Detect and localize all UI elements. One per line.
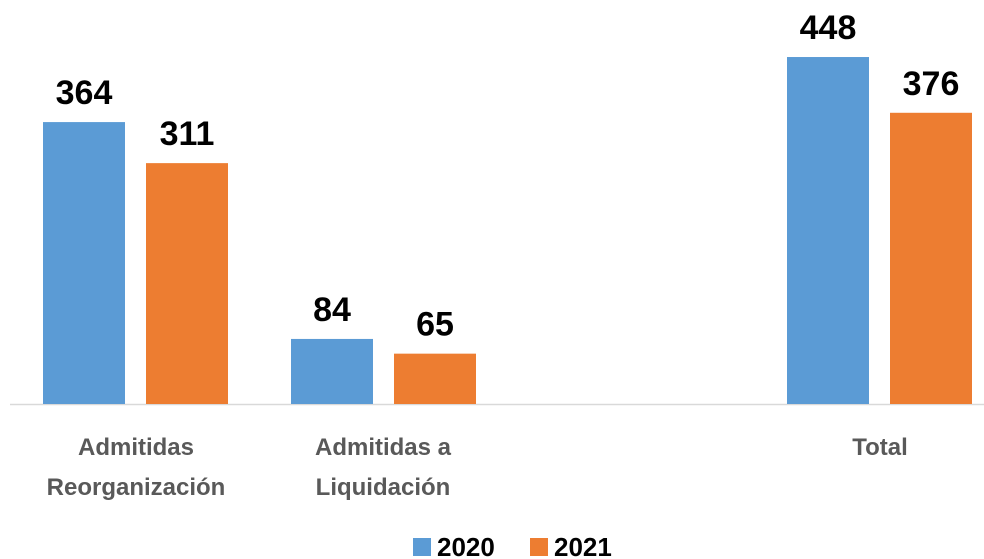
bar-2020-1 [291,338,373,404]
legend-swatch-2021 [530,538,548,556]
data-label-2020-0: 364 [56,74,113,112]
bar-2020-0 [43,122,125,404]
category-label-0: Admitidas Reorganización [47,434,226,501]
data-label-2020-2: 448 [800,9,857,47]
data-label-2021-2: 376 [903,65,960,103]
legend-swatch-2020 [413,538,431,556]
bar-2020-2 [787,57,869,405]
data-label-2021-1: 65 [416,306,454,344]
data-label-2020-1: 84 [313,291,351,329]
legend-label-2020: 2020 [437,532,495,559]
bar-2021-2 [890,112,972,405]
category-label-1: Admitidas a Liquidación [315,434,452,501]
bar-2021-1 [394,353,476,404]
bar-2021-0 [146,163,228,404]
category-label-2: Total [852,434,908,461]
legend-label-2021: 2021 [554,532,612,559]
data-label-2021-0: 311 [160,115,215,153]
